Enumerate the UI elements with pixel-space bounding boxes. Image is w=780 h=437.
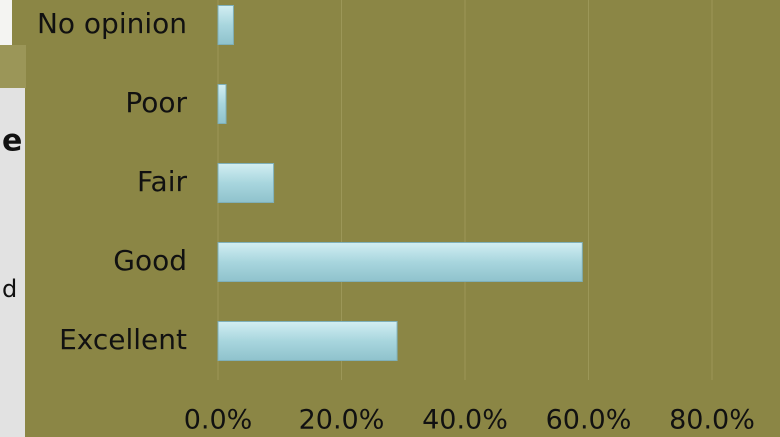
y-tick-label: Fair: [137, 165, 187, 198]
y-tick-label: Excellent: [59, 323, 187, 356]
x-tick-label: 60.0%: [546, 405, 632, 436]
x-tick-label: 0.0%: [184, 405, 253, 436]
overlay-text: d: [2, 275, 17, 303]
strip: [0, 45, 26, 88]
overlay-text: e: [2, 124, 22, 159]
bar: [217, 242, 583, 282]
bar: [217, 163, 275, 203]
x-tick-label: 40.0%: [422, 405, 508, 436]
x-tick-label: 20.0%: [299, 405, 385, 436]
y-tick-label: Good: [113, 244, 187, 277]
overlay-top: [0, 0, 12, 45]
x-tick-label: 80.0%: [669, 405, 755, 436]
bar: [217, 321, 398, 361]
bar: [217, 84, 227, 124]
bar: [217, 5, 234, 45]
overlay-panel: [0, 88, 25, 437]
y-tick-label: No opinion: [37, 7, 187, 40]
y-tick-label: Poor: [125, 86, 187, 119]
